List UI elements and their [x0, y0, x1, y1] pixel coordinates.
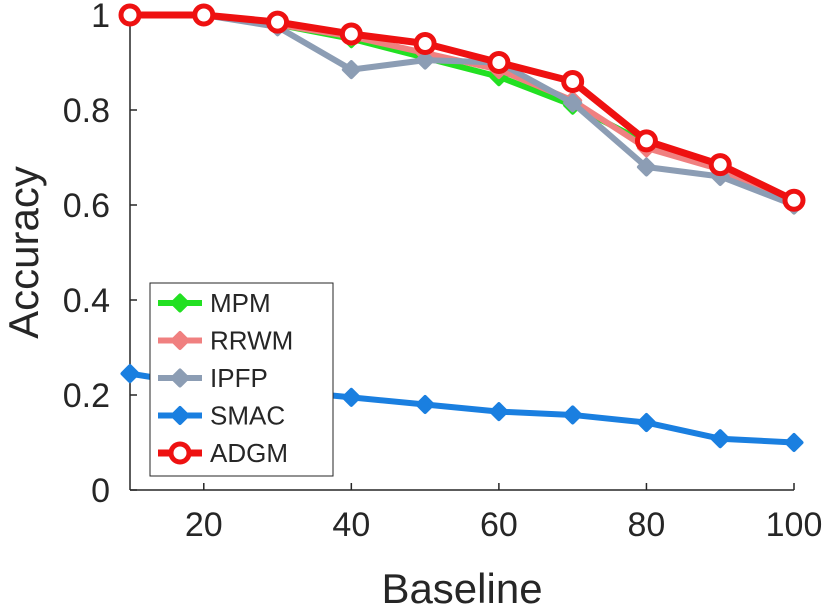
x-tick-label: 80: [628, 506, 666, 544]
legend-marker-rrwm: [170, 331, 190, 350]
data-point-adgm: [561, 70, 585, 93]
legend-marker-mpm: [170, 293, 190, 313]
plot-series: [118, 3, 806, 452]
y-tick-label: 0.6: [63, 187, 110, 225]
data-point-ipfp: [415, 50, 435, 70]
legend-item-ipfp: IPFP: [158, 363, 268, 393]
series-line-adgm: [126, 11, 798, 204]
legend-marker-adgm: [168, 441, 192, 465]
data-point-adgm: [192, 3, 216, 27]
legend: MPM RRWM IPFP SMAC ADGM: [149, 282, 334, 477]
legend-marker-ipfp: [170, 368, 190, 388]
series-rrwm: [120, 5, 804, 215]
y-tick-label: 0.4: [63, 282, 110, 320]
data-point-smac: [489, 402, 509, 422]
data-point-adgm: [266, 10, 290, 34]
legend-label-adgm: ADGM: [210, 438, 288, 468]
data-point-smac: [784, 433, 804, 452]
series-mpm: [120, 5, 804, 215]
legend-label-smac: SMAC: [210, 401, 285, 431]
data-point-ipfp: [341, 60, 361, 80]
data-point-smac: [415, 395, 435, 414]
data-point-smac: [341, 387, 361, 407]
series-line-ipfp: [127, 12, 797, 208]
x-tick-label: 40: [332, 506, 370, 544]
legend-marker-smac: [170, 406, 190, 425]
series-ipfp: [120, 5, 804, 215]
y-tick-label: 0: [91, 472, 110, 510]
data-point-ipfp: [563, 93, 583, 113]
data-point-smac: [710, 429, 730, 449]
legend-item-smac: SMAC: [158, 401, 285, 431]
series-adgm: [118, 3, 806, 212]
data-point-adgm: [487, 51, 511, 74]
legend-item-adgm: ADGM: [158, 438, 288, 468]
data-point-smac: [120, 364, 140, 384]
legend-item-mpm: MPM: [158, 288, 271, 318]
x-tick-label: 100: [766, 506, 823, 544]
data-point-smac: [563, 405, 583, 425]
data-point-adgm: [339, 22, 363, 46]
data-point-adgm: [708, 153, 732, 177]
x-tick-label: 60: [480, 506, 518, 544]
series-line-rrwm: [127, 12, 797, 208]
x-tick-label: 20: [185, 506, 223, 544]
y-tick-label: 0.2: [63, 377, 110, 415]
data-point-ipfp: [636, 157, 656, 177]
data-point-adgm: [634, 129, 658, 153]
series-line-mpm: [127, 12, 797, 208]
data-point-adgm: [413, 32, 437, 55]
y-axis-title: Accuracy: [0, 166, 47, 339]
legend-label-mpm: MPM: [210, 288, 271, 318]
data-point-adgm: [118, 3, 142, 27]
legend-label-rrwm: RRWM: [210, 326, 293, 356]
legend-label-ipfp: IPFP: [210, 363, 268, 393]
x-axis-title: Baseline: [381, 565, 542, 609]
data-point-smac: [636, 413, 656, 433]
legend-item-rrwm: RRWM: [158, 326, 293, 356]
y-tick-label: 0.8: [63, 92, 110, 130]
y-tick-label: 1: [91, 0, 110, 35]
data-point-adgm: [782, 188, 806, 212]
